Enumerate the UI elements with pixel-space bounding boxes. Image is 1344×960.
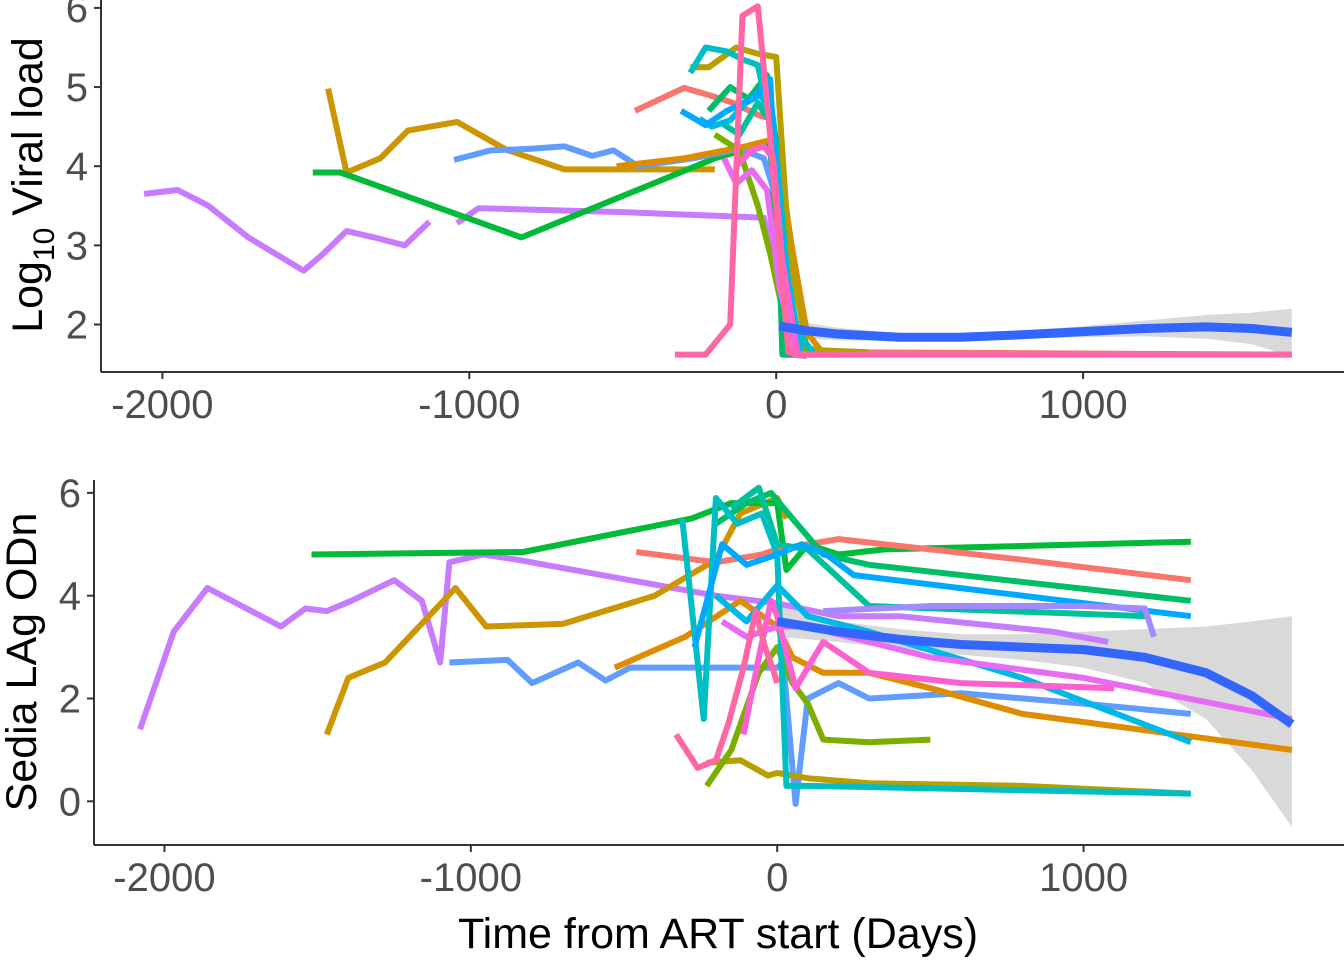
top-x-ticks: -2000 -1000 0 1000 <box>111 372 1128 427</box>
series-line-12 <box>713 582 1192 746</box>
bottom-smooth-layer <box>776 616 1295 728</box>
series-line-2 <box>323 495 790 736</box>
viral-load-panel: 2 3 4 5 6 -2000 -1000 0 1000 Log10 Viral load <box>4 0 1344 427</box>
series-line-11 <box>679 495 1191 797</box>
x-tick-label: 0 <box>766 856 788 900</box>
smooth-trend-line <box>778 321 1293 342</box>
series-line-13 <box>691 541 1192 648</box>
x-tick-label: -1000 <box>420 856 522 900</box>
series-line-3 <box>325 87 715 176</box>
x-tick-label: 0 <box>765 383 787 427</box>
smooth-trend-line <box>776 616 1295 728</box>
series-line-17 <box>674 3 1292 358</box>
y-tick-label: 6 <box>66 0 88 31</box>
y-tick-label: 6 <box>59 472 81 516</box>
top-series-layer <box>143 3 1292 360</box>
series-line-17 <box>823 603 1157 638</box>
bottom-y-axis-title: Sedia LAg ODn <box>0 513 46 812</box>
top-y-ticks: 2 3 4 5 6 <box>66 0 101 348</box>
x-tick-label: 1000 <box>1039 856 1128 900</box>
bottom-y-ticks: 0 2 4 6 <box>59 472 94 824</box>
x-tick-label: -2000 <box>111 383 213 427</box>
x-axis-title: Time from ART start (Days) <box>458 910 978 958</box>
bottom-x-ticks: -2000 -1000 0 1000 <box>113 845 1128 900</box>
y-tick-label: 0 <box>59 780 81 824</box>
top-y-axis-title: Log10 Viral load <box>4 37 61 333</box>
y-tick-label: 5 <box>66 66 88 110</box>
series-line-3 <box>311 500 1191 573</box>
series-line-16 <box>673 608 781 771</box>
x-tick-label: 1000 <box>1039 383 1128 427</box>
y-tick-label: 3 <box>66 224 88 268</box>
bottom-series-layer <box>137 484 1293 807</box>
top-smooth-layer <box>778 321 1293 342</box>
series-line-7 <box>706 757 1191 797</box>
series-line-1 <box>143 187 432 274</box>
series-line-9 <box>714 489 1192 604</box>
sedia-lag-panel: 0 2 4 6 -2000 -1000 0 1000 Sedia LAg ODn Time … <box>0 472 1344 958</box>
x-tick-label: -2000 <box>113 856 215 900</box>
y-tick-label: 2 <box>66 304 88 348</box>
y-tick-label: 4 <box>59 575 81 619</box>
series-line-1 <box>137 551 1109 731</box>
y-tick-label: 2 <box>59 677 81 721</box>
series-line-4 <box>312 139 838 358</box>
y-tick-label: 4 <box>66 145 88 189</box>
x-tick-label: -1000 <box>418 383 520 427</box>
